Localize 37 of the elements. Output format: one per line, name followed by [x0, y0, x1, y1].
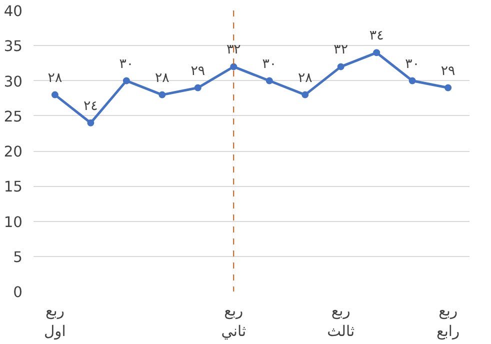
- point: [122, 77, 130, 84]
- data-label: ٣٢: [334, 42, 348, 58]
- x-tick-label: ربع ثالث: [327, 302, 355, 340]
- point: [408, 77, 416, 84]
- data-label: ٢٤: [84, 98, 98, 114]
- y-tick-label: 5: [13, 248, 23, 266]
- x-tick-label: ربع اول: [44, 302, 66, 340]
- data-label: ٢٨: [298, 70, 312, 86]
- point: [444, 84, 452, 92]
- data-label: ٢٨: [154, 70, 170, 86]
- y-tick-label: 0: [13, 284, 23, 301]
- point: [302, 91, 309, 98]
- point: [373, 49, 380, 56]
- y-tick-label: 10: [4, 214, 23, 231]
- data-label: ٢٩: [440, 64, 456, 79]
- x-tick-label: ربع رابع: [436, 302, 460, 340]
- y-tick-label: 35: [4, 38, 23, 56]
- y-tick-label: 20: [4, 144, 23, 160]
- point: [87, 119, 94, 126]
- data-label: ٣٠: [405, 56, 420, 72]
- point: [337, 63, 344, 70]
- data-label: ٣٤: [369, 28, 384, 44]
- data-label: ٣٠: [262, 56, 277, 72]
- y-tick-label: 40: [4, 3, 23, 20]
- x-tick-label: ربع ثاني: [221, 302, 246, 340]
- data-label: ٣٠: [119, 56, 134, 72]
- point: [230, 63, 238, 70]
- point: [194, 84, 202, 92]
- data-label: ٢٩: [190, 64, 206, 79]
- y-tick-label: 15: [4, 178, 23, 196]
- y-tick-label: 25: [4, 108, 23, 126]
- point: [158, 91, 166, 98]
- data-label: ٢٨: [48, 70, 62, 86]
- data-label: ٣٢: [226, 42, 241, 58]
- point: [266, 77, 273, 84]
- point: [51, 91, 58, 98]
- y-tick-label: 30: [4, 73, 23, 90]
